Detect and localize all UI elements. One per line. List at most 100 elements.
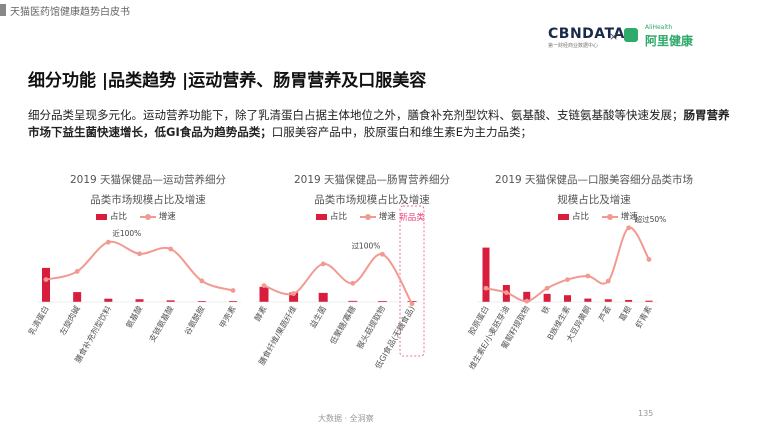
chart-title-line2: 品类市场规模占比及增速 bbox=[314, 194, 430, 206]
growth-point bbox=[503, 290, 509, 295]
top-bar: 天猫医药馆健康趋势白皮书 CBNDATA 第一财经商业数据中心 × AliHea… bbox=[0, 0, 764, 50]
bar-share bbox=[645, 300, 653, 302]
bar-share bbox=[289, 292, 299, 302]
growth-line bbox=[485, 226, 650, 303]
bar-share bbox=[348, 300, 358, 302]
growth-line bbox=[263, 253, 413, 305]
growth-point bbox=[409, 301, 415, 307]
legend-bar-label: 占比 bbox=[572, 212, 590, 222]
growth-point bbox=[291, 291, 296, 296]
bar-share bbox=[482, 247, 490, 302]
growth-point bbox=[320, 261, 326, 267]
growth-point bbox=[483, 285, 489, 291]
bar-share bbox=[604, 299, 612, 302]
description-part-3: 口服美容产品中，胶原蛋白和维生素E为主力品类； bbox=[271, 125, 532, 139]
growth-point bbox=[137, 251, 142, 257]
legend-line-label: 增速 bbox=[378, 212, 396, 222]
legend-bar-swatch bbox=[316, 213, 327, 220]
chart-legend: 占比 增速 bbox=[558, 210, 638, 222]
growth-point bbox=[105, 239, 111, 245]
chart-title-line2: 规模占比及增速 bbox=[557, 194, 631, 206]
category-label: 益生菌 bbox=[307, 304, 328, 330]
legend-bar-swatch bbox=[558, 213, 569, 220]
bar-share bbox=[197, 301, 206, 302]
logo-separator: × bbox=[609, 30, 619, 43]
category-label: 虾青素 bbox=[633, 304, 654, 330]
chart-title-line1: 2019 天猫保健品—运动营养细分 bbox=[69, 174, 227, 186]
growth-point bbox=[565, 277, 570, 282]
bar-share bbox=[73, 292, 82, 302]
growth-point bbox=[646, 257, 652, 262]
bar-share bbox=[166, 300, 175, 302]
chart-oral-beauty: 2019 天猫保健品—口服美容细分品类市场 规模占比及增速 占比 增速 超过50… bbox=[466, 170, 704, 395]
new-category-highlight-box bbox=[399, 205, 425, 357]
page-number: 135 bbox=[638, 409, 654, 418]
growth-point bbox=[380, 251, 385, 257]
category-label: 谷氨酰胺 bbox=[182, 304, 207, 337]
chart-legend: 占比 增速 bbox=[96, 210, 176, 222]
category-label: 甲壳素 bbox=[217, 304, 238, 330]
section-header: 天猫医药馆健康趋势白皮书 bbox=[10, 7, 130, 18]
description-part-2: 肠胃营养市场下益生菌快速增长，低GI食品为趋势品类； bbox=[28, 108, 730, 139]
growth-point bbox=[626, 225, 632, 231]
bar-share bbox=[564, 295, 571, 302]
chart-sports-nutrition: 2019 天猫保健品—运动营养细分 品类市场规模占比及增速 占比 增速 近100… bbox=[26, 170, 258, 395]
growth-point bbox=[605, 278, 611, 284]
category-label: 铁 bbox=[539, 304, 552, 316]
category-label: 芦荟 bbox=[596, 304, 613, 323]
category-label: 猴头菇提取物 bbox=[354, 304, 387, 351]
bar-share bbox=[543, 293, 551, 302]
legend-bar-label: 占比 bbox=[330, 212, 348, 222]
growth-point bbox=[74, 269, 80, 274]
chart-title-line2: 品类市场规模占比及增速 bbox=[90, 194, 206, 206]
growth-point bbox=[544, 285, 550, 291]
category-label: 乳清蛋白 bbox=[26, 304, 51, 337]
category-label: 低聚糖/寡糖 bbox=[328, 304, 358, 346]
legend-bar-label: 占比 bbox=[110, 212, 128, 222]
bar-share bbox=[625, 299, 633, 302]
alihealth-logo-cn: 阿里健康 bbox=[645, 34, 694, 48]
bar-share bbox=[135, 299, 144, 302]
legend-line-swatch bbox=[601, 213, 618, 220]
header-marker bbox=[0, 4, 6, 16]
page-title: 细分功能 |品类趋势 |运动营养、肠胃营养及口服美容 bbox=[28, 71, 427, 91]
alihealth-logo-icon bbox=[624, 28, 638, 42]
cbndata-logo: CBNDATA bbox=[548, 26, 625, 42]
chart-legend: 占比 增速 bbox=[316, 210, 396, 222]
growth-point bbox=[230, 288, 236, 293]
cbndata-logo-subtitle: 第一财经商业数据中心 bbox=[548, 43, 599, 49]
category-label: 氨基酸 bbox=[124, 304, 145, 330]
annotation-label: 近100% bbox=[112, 228, 141, 238]
legend-line-swatch bbox=[139, 213, 156, 220]
bar-share bbox=[229, 301, 237, 302]
bar-share bbox=[104, 298, 113, 302]
bar-share bbox=[377, 301, 387, 302]
growth-point bbox=[43, 277, 49, 282]
description: 细分品类呈现多元化。运动营养功能下，除了乳清蛋白占据主体地位之外，膳食补充剂型饮… bbox=[28, 107, 732, 141]
growth-line bbox=[45, 240, 234, 292]
bar-share bbox=[42, 267, 50, 302]
annotation-label: 过100% bbox=[351, 240, 380, 250]
growth-point bbox=[261, 283, 267, 288]
legend-bar-swatch bbox=[96, 213, 107, 220]
category-label: 左旋肉碱 bbox=[57, 304, 82, 337]
legend-line-label: 增速 bbox=[158, 212, 176, 222]
legend-line-label: 增速 bbox=[620, 212, 638, 222]
bar-share bbox=[318, 292, 328, 302]
growth-point bbox=[168, 246, 174, 252]
legend-line-swatch bbox=[359, 213, 376, 220]
bar-share bbox=[259, 286, 269, 302]
bar-share bbox=[523, 291, 531, 302]
annotation-label: 超过50% bbox=[635, 214, 667, 224]
category-label: 支链氨基酸 bbox=[147, 304, 176, 344]
growth-point bbox=[199, 278, 205, 284]
footer-source: 大数据 · 全洞察 bbox=[318, 414, 374, 423]
chart-title-line1: 2019 天猫保健品—肠胃营养细分 bbox=[293, 174, 451, 186]
category-label: 葛根 bbox=[617, 304, 634, 323]
growth-point bbox=[350, 280, 356, 286]
growth-point bbox=[585, 273, 591, 279]
alihealth-logo-en: AliHealth bbox=[645, 24, 673, 31]
description-part-1: 细分品类呈现多元化。运动营养功能下，除了乳清蛋白占据主体地位之外，膳食补充剂型饮… bbox=[28, 108, 684, 122]
